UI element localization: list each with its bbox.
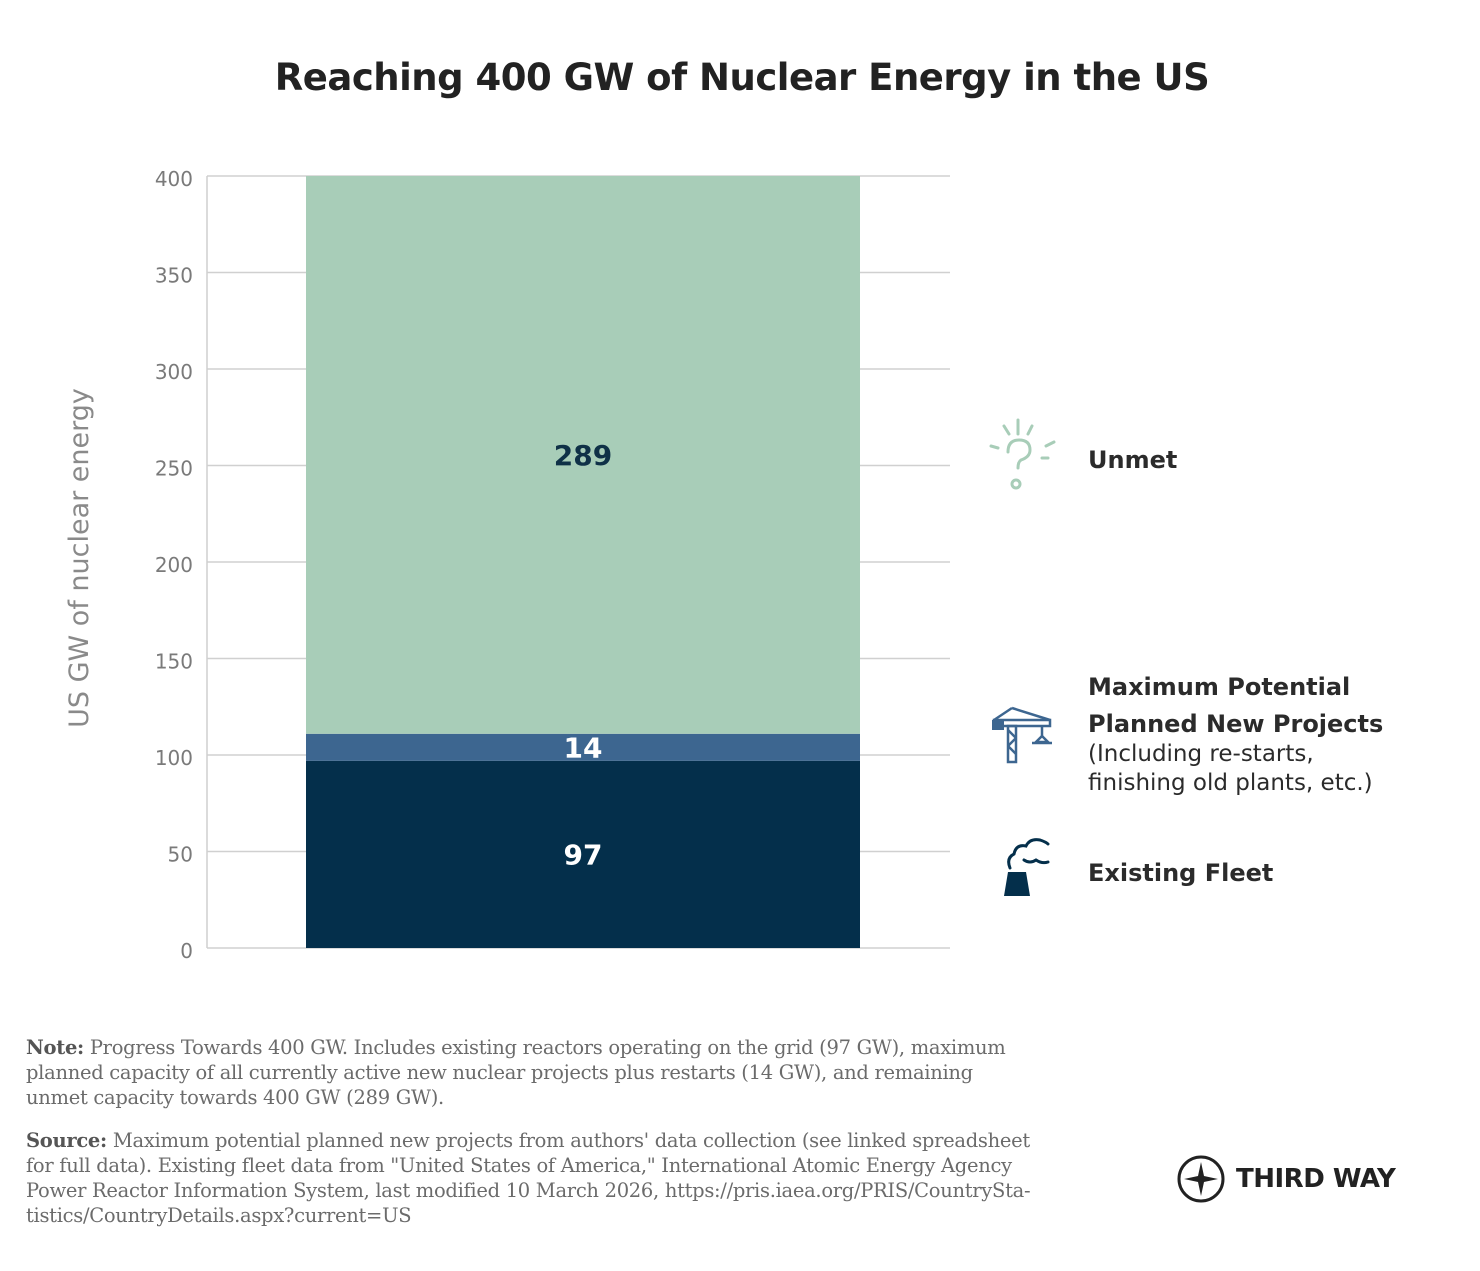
bar-data-label: 289 <box>554 439 612 472</box>
lightbulb-question-icon <box>989 418 1056 490</box>
source-line: tistics/CountryDetails.aspx?current=US <box>26 1204 412 1227</box>
brand-name: THIRD WAY <box>1236 1164 1396 1194</box>
legend-sublabel-planned-line-1: (Including re-starts, <box>1088 741 1314 767</box>
chart-title: Reaching 400 GW of Nuclear Energy in the… <box>274 56 1210 99</box>
y-tick-label: 50 <box>168 843 193 867</box>
y-tick-labels: 0 50 100 150 200 250 300 350 400 <box>155 167 193 963</box>
note-prefix: Note: <box>26 1036 84 1059</box>
y-tick-label: 0 <box>180 939 193 963</box>
third-way-logo: THIRD WAY <box>1176 1154 1396 1204</box>
source-line: Power Reactor Information System, last m… <box>26 1179 1031 1202</box>
source-prefix: Source: <box>26 1129 107 1152</box>
bars: 97 14 289 <box>306 176 860 948</box>
y-tick-label: 300 <box>155 360 193 384</box>
legend-label-planned-line-2: Planned New Projects <box>1088 710 1384 738</box>
legend-label-existing: Existing Fleet <box>1088 859 1274 887</box>
chart-source: Source: Maximum potential planned new pr… <box>26 1128 1031 1228</box>
compass-star-icon <box>1177 1155 1225 1203</box>
source-line: Maximum potential planned new projects f… <box>106 1129 1030 1152</box>
crane-icon <box>992 706 1052 764</box>
bar-data-label: 97 <box>564 838 603 871</box>
bar-segment <box>306 733 860 761</box>
y-tick-label: 400 <box>155 167 193 191</box>
y-tick-label: 350 <box>155 264 193 288</box>
legend-label-planned-line-1: Maximum Potential <box>1088 673 1351 701</box>
y-tick-label: 100 <box>155 746 193 770</box>
y-tick-label: 150 <box>155 650 193 674</box>
chart-note: Note: Progress Towards 400 GW. Includes … <box>26 1035 1006 1110</box>
bar-segment <box>306 760 860 948</box>
note-line: unmet capacity towards 400 GW (289 GW). <box>26 1086 444 1109</box>
note-line: Progress Towards 400 GW. Includes existi… <box>83 1036 1006 1059</box>
source-line: for full data). Existing fleet data from… <box>26 1154 1012 1177</box>
legend-label-unmet: Unmet <box>1088 446 1178 474</box>
note-line: planned capacity of all currently active… <box>26 1061 973 1084</box>
bar-data-label: 14 <box>564 731 603 764</box>
y-tick-label: 250 <box>155 457 193 481</box>
y-tick-label: 200 <box>155 553 193 577</box>
stacked-bar-chart: 97 14 289 0 50 100 150 200 250 300 350 400 US GW o… <box>64 167 950 963</box>
legend-sublabel-planned-line-2: finishing old plants, etc.) <box>1088 770 1373 796</box>
bar-segment <box>306 176 860 734</box>
cooling-tower-icon <box>1004 838 1050 896</box>
y-axis-title: US GW of nuclear energy <box>64 388 95 728</box>
